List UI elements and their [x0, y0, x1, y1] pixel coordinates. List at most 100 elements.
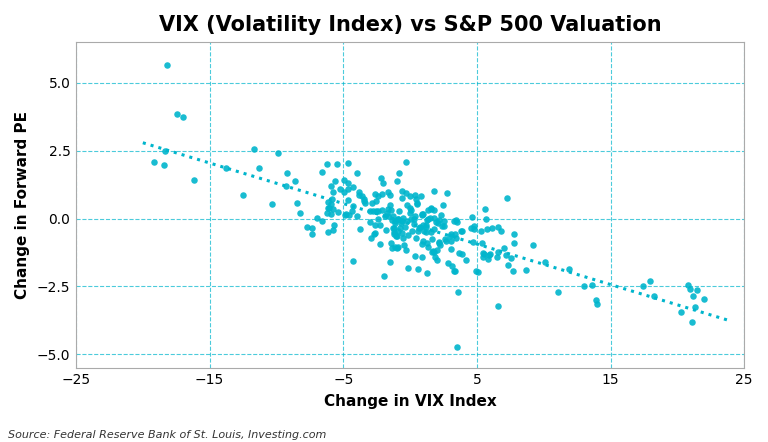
- Point: [505, 254, 517, 261]
- Point: [391, 177, 403, 184]
- Point: [508, 230, 520, 237]
- Point: [465, 213, 478, 220]
- Point: [455, 228, 467, 235]
- Point: [441, 189, 453, 196]
- Point: [491, 254, 503, 261]
- Point: [469, 267, 482, 274]
- Point: [479, 215, 492, 222]
- Text: Source: Federal Reserve Bank of St. Louis, Investing.com: Source: Federal Reserve Bank of St. Loui…: [8, 430, 326, 440]
- Point: [411, 201, 423, 208]
- Point: [445, 245, 458, 252]
- Point: [327, 226, 339, 233]
- Point: [687, 318, 699, 325]
- Point: [552, 288, 564, 295]
- Point: [379, 226, 392, 233]
- Point: [372, 215, 384, 222]
- Point: [384, 191, 396, 198]
- Point: [590, 297, 602, 304]
- Point: [409, 252, 421, 259]
- Point: [376, 175, 388, 182]
- Point: [691, 286, 703, 293]
- Point: [438, 222, 450, 229]
- Point: [432, 216, 445, 223]
- Point: [420, 229, 432, 236]
- Point: [383, 202, 396, 209]
- Point: [392, 215, 405, 222]
- Point: [476, 239, 488, 246]
- Point: [419, 224, 432, 231]
- Point: [411, 199, 423, 206]
- Point: [342, 185, 354, 192]
- Point: [698, 296, 710, 303]
- Point: [358, 195, 370, 202]
- Point: [492, 224, 504, 231]
- Point: [389, 219, 401, 226]
- Point: [404, 192, 416, 199]
- Point: [280, 182, 293, 189]
- Point: [435, 212, 448, 219]
- Point: [498, 244, 510, 251]
- Point: [368, 231, 380, 238]
- Point: [413, 224, 425, 231]
- Point: [421, 270, 433, 277]
- Point: [353, 225, 366, 232]
- Point: [325, 183, 337, 190]
- Point: [420, 221, 432, 229]
- Point: [429, 188, 441, 195]
- Point: [415, 254, 428, 261]
- Point: [376, 191, 388, 198]
- Point: [399, 241, 411, 248]
- Point: [385, 239, 397, 246]
- Point: [445, 231, 457, 238]
- Point: [333, 186, 346, 193]
- Point: [187, 176, 200, 183]
- Point: [401, 201, 413, 208]
- Point: [328, 221, 340, 229]
- Point: [439, 236, 451, 243]
- Point: [448, 267, 460, 274]
- Point: [429, 218, 442, 225]
- Point: [316, 217, 328, 224]
- Point: [311, 215, 323, 222]
- Point: [346, 208, 358, 215]
- Point: [220, 165, 232, 172]
- Point: [366, 199, 378, 206]
- Point: [381, 210, 393, 217]
- Point: [482, 255, 494, 262]
- Point: [425, 249, 438, 256]
- Point: [382, 189, 394, 196]
- Point: [442, 259, 455, 266]
- Point: [177, 114, 189, 121]
- Point: [316, 168, 329, 175]
- Point: [412, 228, 425, 235]
- Point: [425, 229, 437, 236]
- Point: [468, 222, 481, 229]
- Y-axis label: Change in Forward PE: Change in Forward PE: [15, 111, 30, 299]
- Point: [468, 226, 480, 233]
- Point: [563, 266, 575, 273]
- Point: [395, 220, 407, 227]
- Point: [387, 224, 399, 231]
- Point: [272, 149, 284, 156]
- Point: [327, 206, 339, 213]
- Point: [289, 178, 301, 185]
- Title: VIX (Volatility Index) vs S&P 500 Valuation: VIX (Volatility Index) vs S&P 500 Valuat…: [159, 15, 661, 35]
- Point: [433, 239, 445, 246]
- Point: [689, 304, 701, 311]
- Point: [343, 197, 355, 204]
- Point: [382, 206, 394, 213]
- Point: [391, 244, 403, 251]
- Point: [291, 200, 303, 207]
- Point: [425, 206, 437, 213]
- Point: [431, 246, 443, 253]
- Point: [392, 243, 404, 250]
- Point: [452, 289, 464, 296]
- Point: [644, 278, 657, 285]
- Point: [402, 232, 414, 239]
- Point: [449, 230, 462, 237]
- Point: [320, 160, 333, 168]
- Point: [484, 250, 496, 257]
- Point: [403, 209, 415, 216]
- Point: [578, 282, 590, 290]
- Point: [684, 285, 697, 292]
